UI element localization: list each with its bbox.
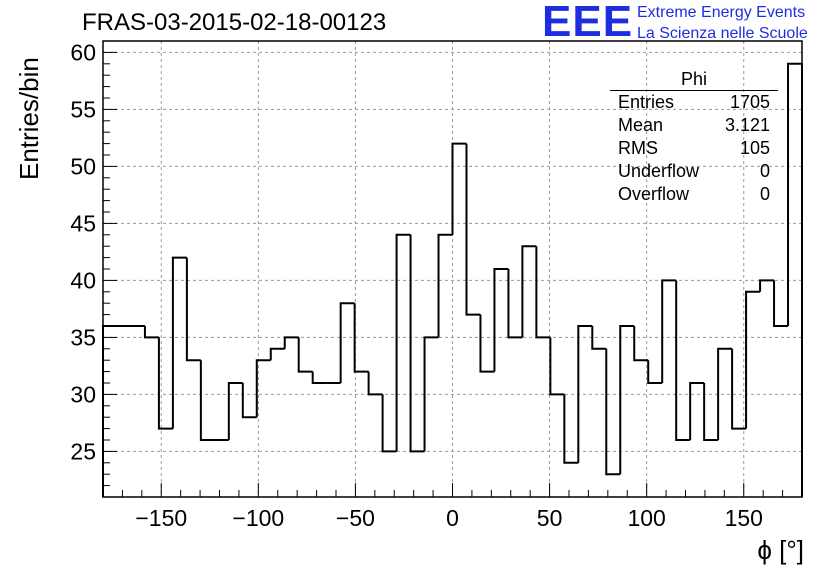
stats-row: Entries 1705 — [610, 91, 778, 114]
histogram-bin — [102, 325, 117, 497]
x-tick-label: −100 — [232, 505, 284, 531]
x-axis-label: ϕ [°] — [757, 535, 804, 565]
histogram-bin — [311, 371, 327, 384]
y-tick-label: 55 — [70, 96, 96, 122]
histogram-bin — [269, 347, 285, 361]
histogram-bin — [633, 326, 649, 362]
stats-value: 0 — [759, 184, 770, 204]
histogram-bin — [773, 280, 789, 327]
histogram-bin — [507, 269, 523, 339]
stats-label: Entries — [618, 92, 675, 112]
stats-label: Mean — [618, 115, 664, 135]
histogram-bin — [689, 382, 705, 440]
histogram-bin — [185, 257, 201, 362]
histogram-bin — [549, 337, 565, 396]
histogram-bin — [647, 360, 663, 384]
histogram-bin — [297, 337, 313, 373]
x-tick-label: −50 — [336, 505, 375, 531]
histogram-bin — [255, 359, 271, 418]
stats-label: Overflow — [618, 184, 690, 204]
histogram-bin — [661, 279, 677, 383]
histogram-bin — [731, 348, 747, 430]
logo-text-line2: La Scienza nelle Scuole — [637, 25, 808, 42]
histogram-bin — [409, 234, 425, 453]
histogram-bin — [759, 279, 775, 292]
histogram-bin — [353, 303, 369, 373]
histogram-bin — [479, 314, 495, 373]
x-tick-label: −150 — [135, 505, 187, 531]
histogram-bin — [451, 142, 467, 235]
histogram-bin — [619, 325, 635, 475]
stats-value: 0 — [759, 161, 770, 181]
histogram-bin — [745, 290, 761, 429]
y-tick-label: 25 — [70, 438, 96, 464]
x-tick-label: 50 — [537, 505, 563, 531]
chart-title: FRAS-03-2015-02-18-00123 — [82, 9, 387, 36]
stats-value: 3.121 — [724, 115, 770, 135]
stats-row: Underflow 0 — [610, 160, 778, 183]
x-tick-label: 0 — [446, 505, 459, 531]
stats-row: Overflow 0 — [610, 183, 778, 206]
histogram-bin — [577, 325, 593, 463]
logo-text-line1: Extreme Energy Events — [637, 4, 806, 21]
histogram-bin — [423, 336, 439, 452]
stats-row: RMS 105 — [610, 137, 778, 160]
x-tick-label: 150 — [725, 505, 763, 531]
stats-label: Underflow — [618, 161, 700, 181]
histogram-bin — [605, 348, 621, 476]
histogram-bin — [437, 233, 453, 338]
histogram-bin — [381, 394, 397, 453]
histogram-bin — [717, 347, 733, 440]
stats-label: RMS — [618, 138, 658, 158]
stats-value: 105 — [739, 138, 770, 158]
histogram-bin — [675, 280, 691, 441]
stats-row: Mean 3.121 — [610, 114, 778, 137]
histogram-bin — [339, 302, 355, 383]
histogram-bin — [493, 268, 509, 372]
histogram-bin — [563, 394, 579, 464]
histogram-bin — [465, 143, 481, 316]
histogram-bin — [157, 337, 173, 430]
histogram-bin — [521, 245, 537, 338]
stats-box: Phi Entries 1705 Mean 3.121 RMS 105 Unde… — [610, 68, 778, 206]
histogram-bin — [591, 326, 607, 350]
y-tick-label: 50 — [70, 153, 96, 179]
stats-title: Phi — [610, 68, 778, 91]
histogram-bin — [703, 383, 719, 441]
stats-value: 1705 — [729, 92, 770, 112]
histogram-bin — [535, 246, 551, 339]
y-tick-label: 40 — [70, 267, 96, 293]
histogram-bin — [241, 383, 257, 419]
histogram-bin — [283, 336, 299, 349]
histogram-bin — [227, 382, 243, 440]
y-tick-label: 45 — [70, 210, 96, 236]
histogram-bin — [367, 371, 383, 396]
histogram-bin — [143, 326, 159, 339]
histogram-bin — [199, 360, 215, 441]
y-tick-label: 30 — [70, 381, 96, 407]
x-tick-label: 100 — [627, 505, 665, 531]
y-tick-label: 60 — [70, 39, 96, 65]
histogram-bin — [171, 256, 187, 429]
eee-logo: EEE — [542, 0, 634, 46]
y-tick-label: 35 — [70, 324, 96, 350]
histogram-bin — [395, 233, 411, 452]
